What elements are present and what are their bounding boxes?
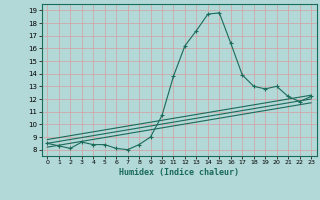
X-axis label: Humidex (Indice chaleur): Humidex (Indice chaleur) — [119, 168, 239, 177]
